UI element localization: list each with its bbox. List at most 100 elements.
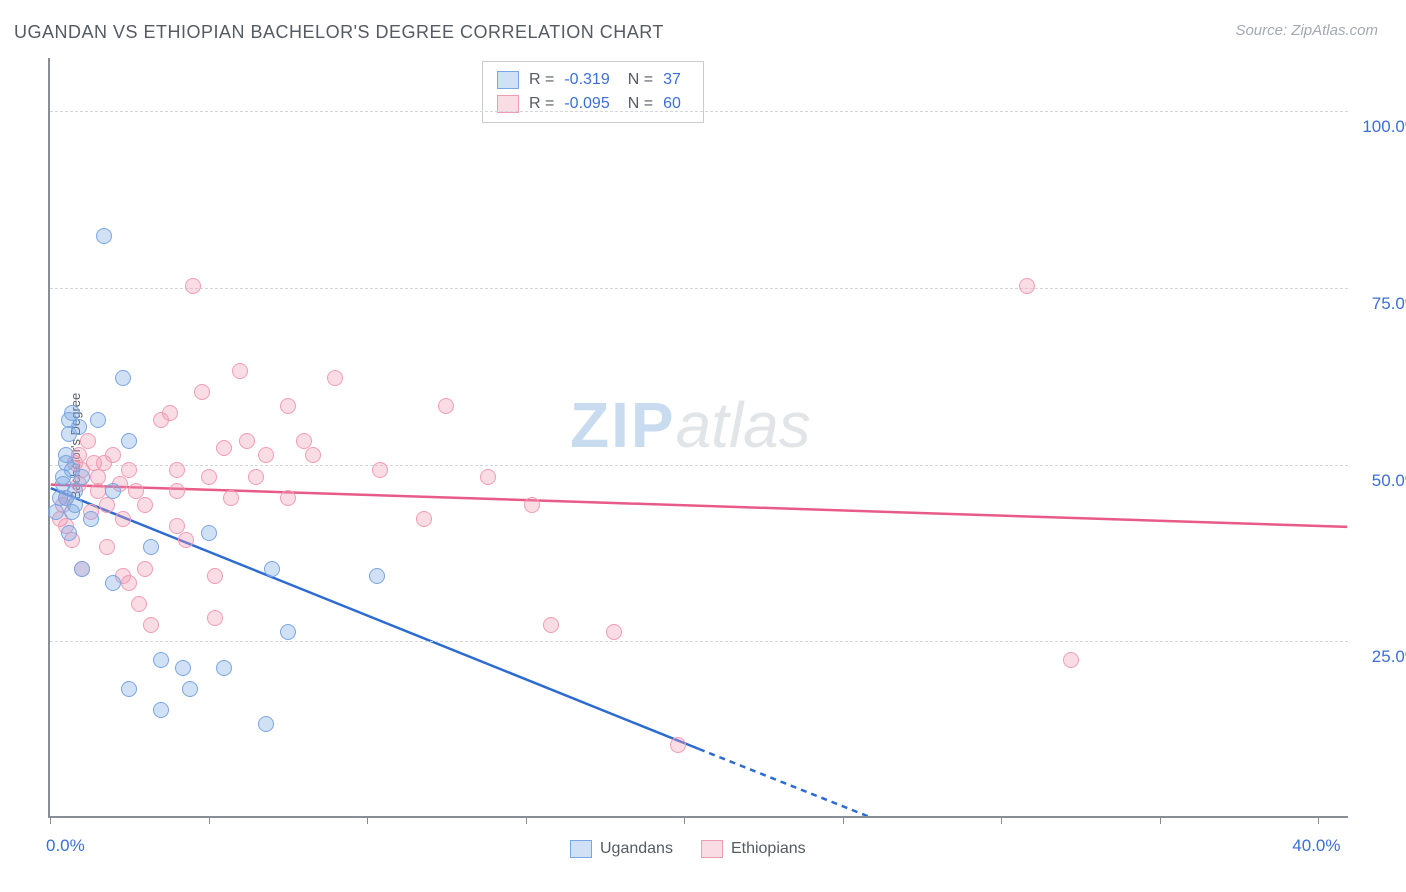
scatter-point <box>182 681 198 697</box>
y-tick-label: 75.0% <box>1372 294 1406 314</box>
scatter-point <box>105 575 121 591</box>
y-tick-label: 25.0% <box>1372 647 1406 667</box>
scatter-point <box>239 433 255 449</box>
scatter-point <box>67 497 83 513</box>
n-label: N = <box>628 92 653 116</box>
scatter-point <box>137 497 153 513</box>
scatter-point <box>670 737 686 753</box>
swatch-ugandans <box>570 840 592 858</box>
scatter-point <box>90 469 106 485</box>
scatter-point <box>524 497 540 513</box>
legend-item-ugandans: Ugandans <box>570 840 673 858</box>
watermark: ZIPatlas <box>570 388 811 462</box>
scatter-point <box>207 568 223 584</box>
scatter-point <box>258 447 274 463</box>
legend-series: Ugandans Ethiopians <box>570 840 806 858</box>
scatter-point <box>201 469 217 485</box>
swatch-ugandans <box>497 71 519 89</box>
scatter-point <box>305 447 321 463</box>
gridline-h <box>50 288 1348 289</box>
scatter-point <box>416 511 432 527</box>
scatter-point <box>169 518 185 534</box>
scatter-point <box>185 278 201 294</box>
r-label: R = <box>529 92 554 116</box>
scatter-point <box>480 469 496 485</box>
chart-title: UGANDAN VS ETHIOPIAN BACHELOR'S DEGREE C… <box>14 22 664 43</box>
scatter-point <box>201 525 217 541</box>
scatter-point <box>169 483 185 499</box>
scatter-point <box>280 624 296 640</box>
n-value-ugandans: 37 <box>663 68 681 92</box>
scatter-point <box>137 561 153 577</box>
scatter-point <box>169 462 185 478</box>
scatter-point <box>1019 278 1035 294</box>
source-attribution: Source: ZipAtlas.com <box>1235 22 1378 39</box>
scatter-point <box>61 525 77 541</box>
scatter-point <box>175 660 191 676</box>
scatter-point <box>232 363 248 379</box>
swatch-ethiopians <box>701 840 723 858</box>
y-tick-label: 100.0% <box>1362 117 1406 137</box>
watermark-zip: ZIP <box>570 389 676 461</box>
legend-stats-row-ethiopians: R = -0.095 N = 60 <box>497 92 689 116</box>
scatter-point <box>162 405 178 421</box>
scatter-point <box>80 433 96 449</box>
scatter-point <box>99 497 115 513</box>
scatter-point <box>121 462 137 478</box>
legend-item-ethiopians: Ethiopians <box>701 840 806 858</box>
scatter-point <box>131 596 147 612</box>
scatter-point <box>143 539 159 555</box>
x-tick <box>526 816 527 824</box>
n-label: N = <box>628 68 653 92</box>
gridline-h <box>50 111 1348 112</box>
scatter-point <box>48 504 64 520</box>
gridline-h <box>50 641 1348 642</box>
legend-label-ugandans: Ugandans <box>600 840 673 858</box>
legend-stats: R = -0.319 N = 37 R = -0.095 N = 60 <box>482 61 704 123</box>
scatter-point <box>105 483 121 499</box>
scatter-point <box>71 419 87 435</box>
scatter-point <box>223 490 239 506</box>
r-value-ethiopians: -0.095 <box>564 92 609 116</box>
x-tick <box>1160 816 1161 824</box>
x-tick <box>50 816 51 824</box>
scatter-point <box>115 370 131 386</box>
legend-stats-row-ugandans: R = -0.319 N = 37 <box>497 68 689 92</box>
scatter-point <box>264 561 280 577</box>
scatter-point <box>543 617 559 633</box>
scatter-point <box>153 702 169 718</box>
scatter-point <box>606 624 622 640</box>
scatter-point <box>258 716 274 732</box>
x-tick <box>1001 816 1002 824</box>
scatter-point <box>1063 652 1079 668</box>
watermark-atlas: atlas <box>676 389 811 461</box>
scatter-point <box>296 433 312 449</box>
scatter-point <box>121 433 137 449</box>
scatter-point <box>207 610 223 626</box>
scatter-point <box>90 483 106 499</box>
scatter-point <box>67 483 83 499</box>
scatter-point <box>96 228 112 244</box>
n-value-ethiopians: 60 <box>663 92 681 116</box>
scatter-point <box>248 469 264 485</box>
scatter-point <box>153 652 169 668</box>
legend-label-ethiopians: Ethiopians <box>731 840 806 858</box>
scatter-point <box>115 511 131 527</box>
plot-area: ZIPatlas R = -0.319 N = 37 R = -0.095 N … <box>48 58 1348 818</box>
scatter-point <box>74 469 90 485</box>
scatter-point <box>121 681 137 697</box>
scatter-point <box>121 575 137 591</box>
x-tick <box>367 816 368 824</box>
scatter-point <box>327 370 343 386</box>
scatter-point <box>280 490 296 506</box>
r-value-ugandans: -0.319 <box>564 68 609 92</box>
scatter-point <box>74 561 90 577</box>
scatter-point <box>369 568 385 584</box>
x-axis-end-label: 40.0% <box>1292 836 1340 856</box>
scatter-point <box>216 660 232 676</box>
scatter-point <box>99 539 115 555</box>
scatter-point <box>178 532 194 548</box>
r-label: R = <box>529 68 554 92</box>
x-tick <box>209 816 210 824</box>
scatter-point <box>105 447 121 463</box>
